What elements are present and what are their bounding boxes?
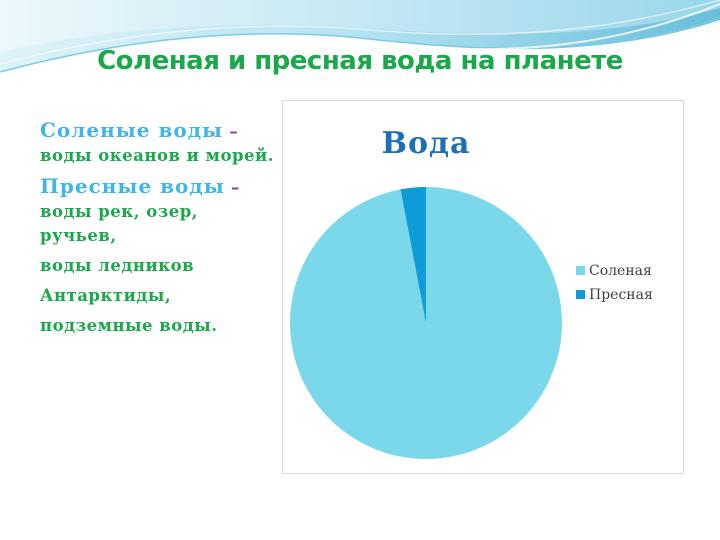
legend-swatch	[576, 290, 585, 299]
paragraph-fresh-water: Пресные воды – воды рек, озер, ручьев,	[40, 174, 275, 248]
chart-legend: Соленая Пресная	[576, 263, 653, 303]
pie-chart-frame: Вода Соленая Пресная	[282, 100, 684, 474]
term-salt-water: Соленые воды	[40, 118, 224, 142]
definition-antarctica: Антарктиды,	[40, 286, 172, 305]
chart-title: Вода	[382, 126, 471, 161]
pie-slice-fresh	[400, 187, 426, 323]
body-text: Соленые воды – воды океанов и морей. Пре…	[40, 118, 275, 344]
pie-chart: Вода Соленая Пресная	[290, 126, 653, 459]
legend-label: Соленая	[589, 263, 652, 279]
definition-salt-water: воды океанов и морей.	[40, 146, 274, 165]
pie-slices	[290, 187, 562, 459]
paragraph-salt-water: Соленые воды – воды океанов и морей.	[40, 118, 275, 168]
dash: –	[223, 122, 239, 141]
term-fresh-water: Пресные воды	[40, 174, 225, 198]
definition-groundwater: подземные воды.	[40, 316, 218, 335]
pie-slice-salt	[290, 187, 562, 459]
definition-glaciers: воды ледников	[40, 256, 195, 275]
legend-label: Пресная	[589, 287, 653, 303]
paragraph-groundwater: подземные воды.	[40, 314, 275, 338]
slide-title: Соленая и пресная вода на планете	[97, 46, 623, 76]
paragraph-glaciers: воды ледников	[40, 254, 275, 278]
legend-swatch	[576, 266, 585, 275]
definition-fresh-water: воды рек, озер, ручьев,	[40, 202, 199, 245]
header-wave-decoration	[0, 0, 720, 81]
paragraph-antarctica: Антарктиды,	[40, 284, 275, 308]
dash: –	[224, 178, 240, 197]
